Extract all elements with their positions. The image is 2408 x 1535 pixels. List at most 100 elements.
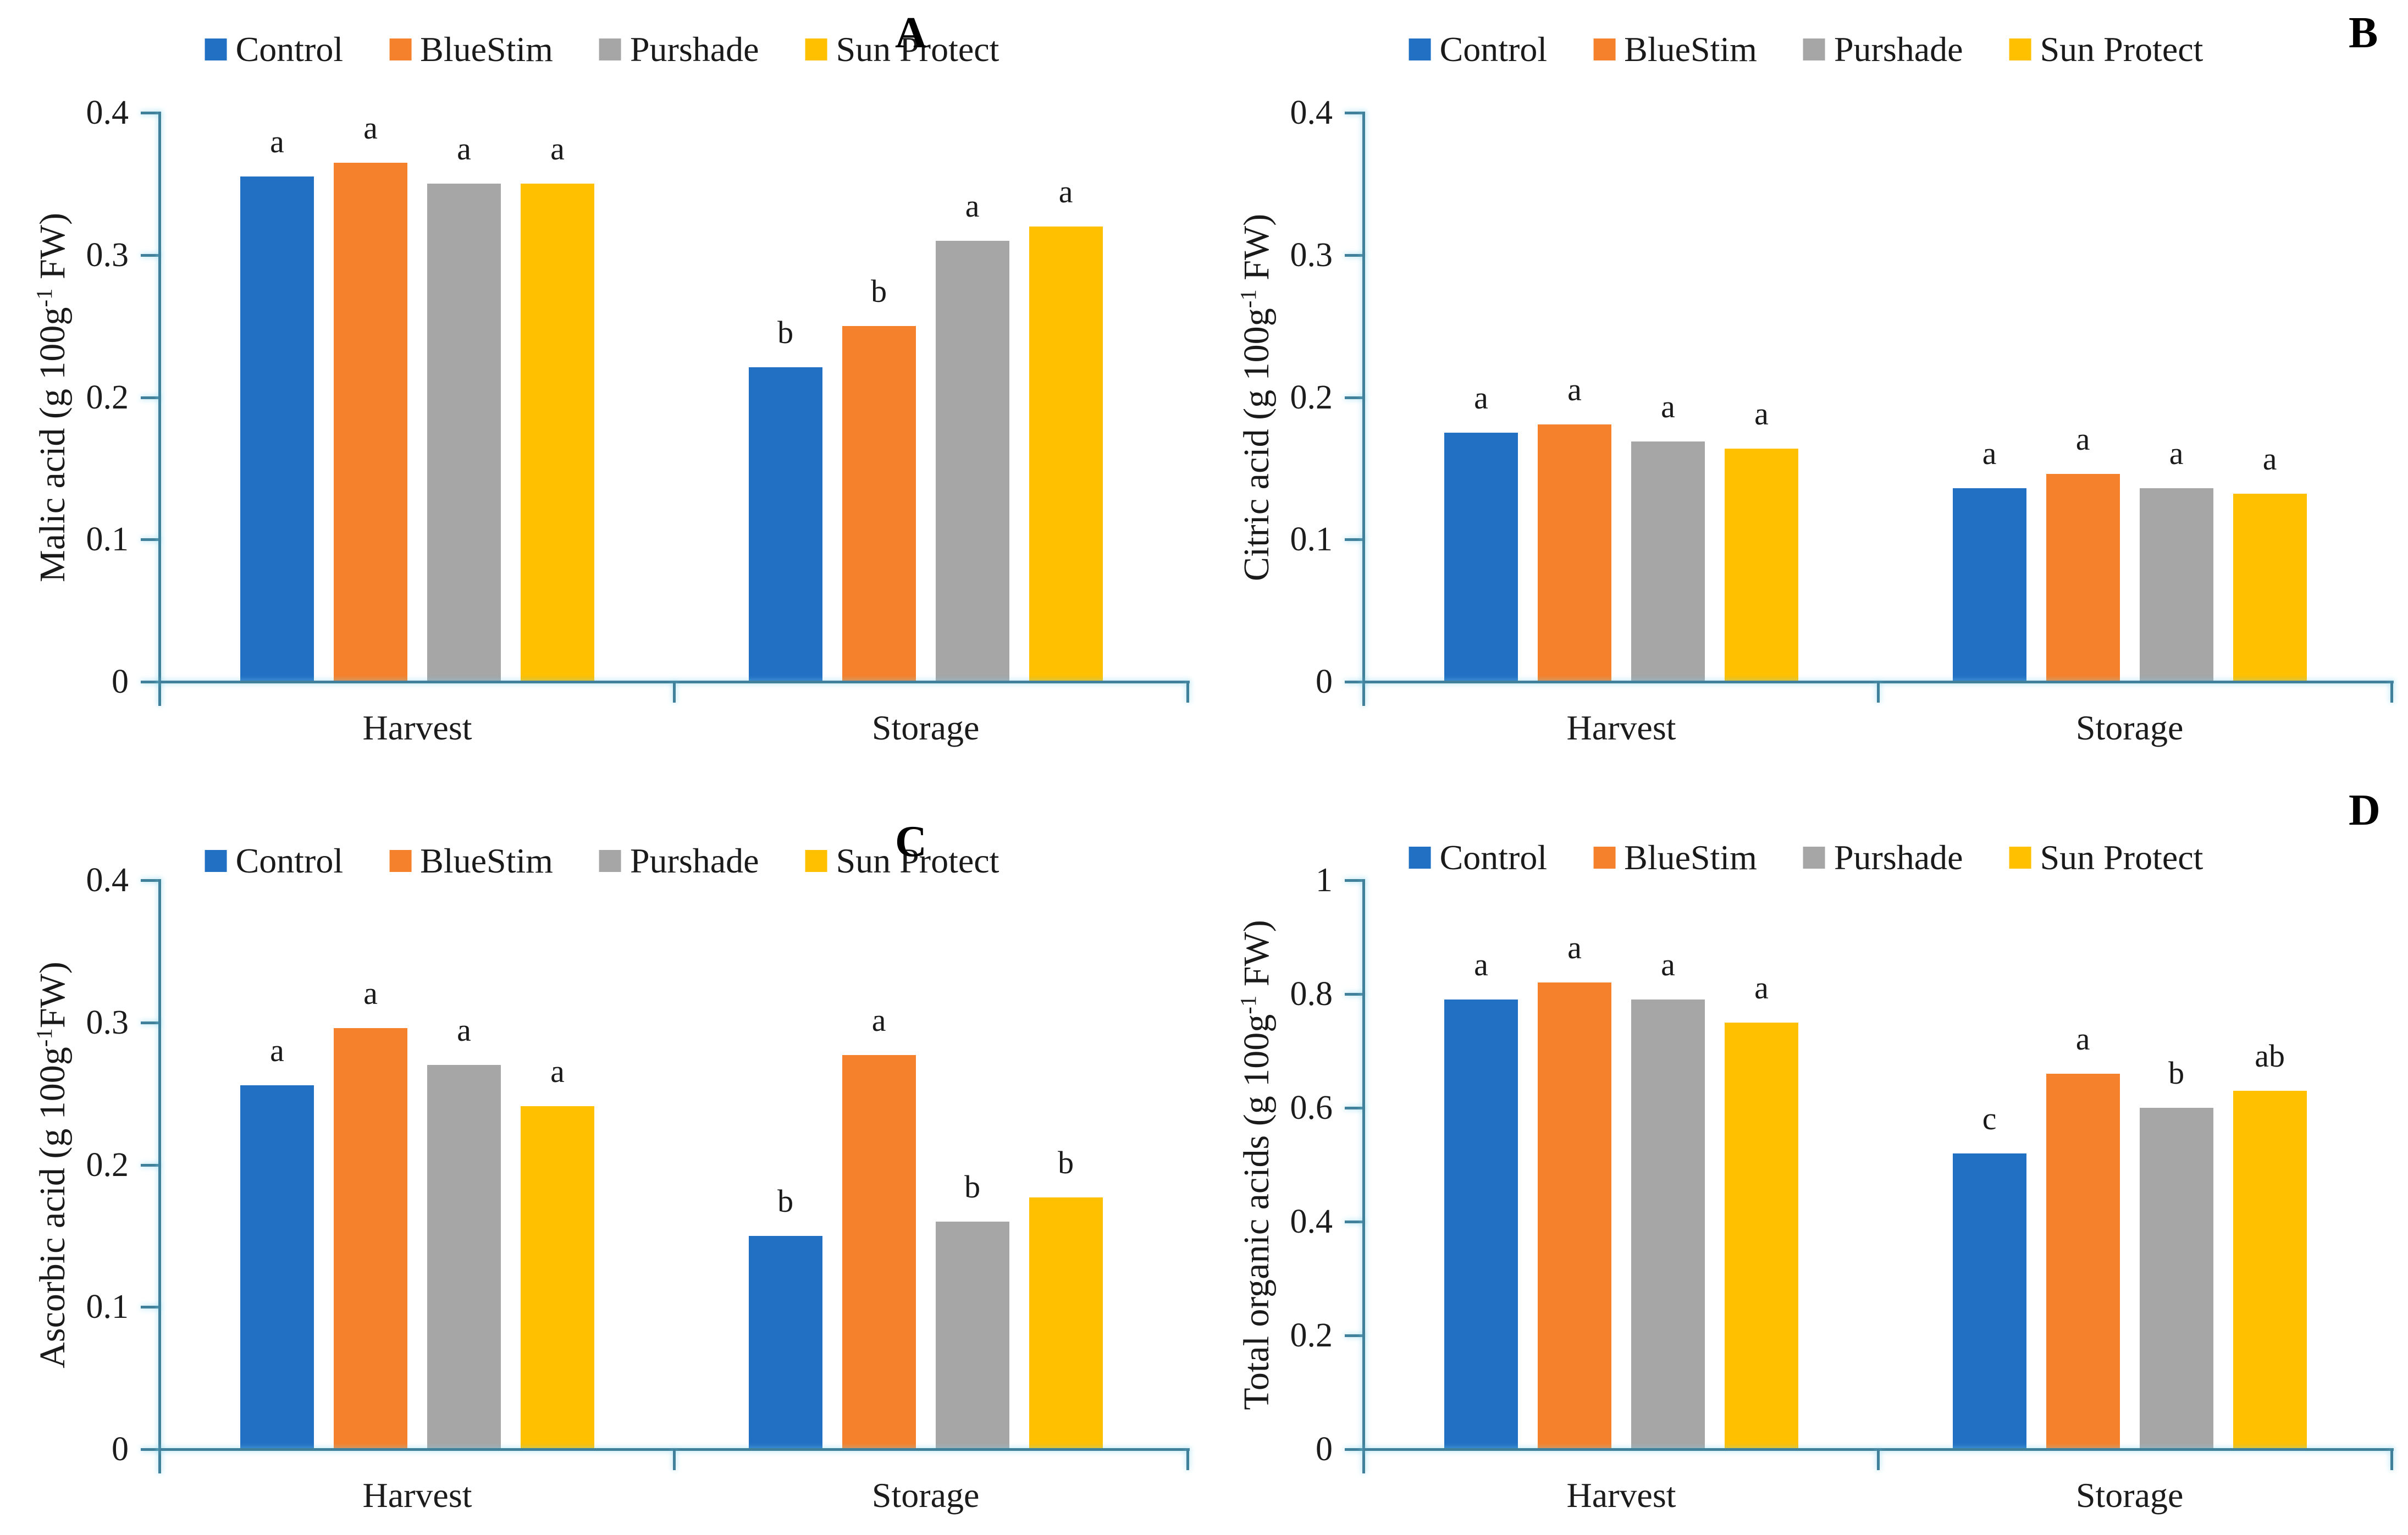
y-axis-line: [1362, 879, 1365, 1473]
bar-sun-protect-harvest: [1725, 1022, 1798, 1449]
y-tick-mark: [1345, 253, 1365, 257]
significance-letter: c: [1982, 1100, 1997, 1136]
bar-sun-protect-storage: [1029, 227, 1103, 682]
legend-label: Control: [235, 841, 344, 880]
y-tick-mark: [1345, 993, 1365, 996]
legend-label: Purshade: [629, 30, 759, 69]
bar-sun-protect-storage: [1029, 1197, 1103, 1449]
significance-letter: a: [457, 131, 471, 167]
legend-label: Control: [1439, 838, 1548, 877]
y-tick-mark: [1345, 1448, 1365, 1451]
y-tick-mark: [1345, 538, 1365, 542]
bar-sun-protect-storage: [2233, 494, 2307, 682]
y-tick-mark: [1345, 879, 1365, 882]
y-tick-mark: [141, 1163, 161, 1167]
y-axis-line: [158, 879, 161, 1473]
x-category-label: Harvest: [1566, 1476, 1676, 1515]
significance-letter: a: [270, 1032, 284, 1068]
significance-letter: b: [964, 1169, 981, 1205]
significance-letter: a: [457, 1012, 471, 1048]
bar-bluestim-harvest: [334, 162, 407, 682]
y-tick-label: 0.2: [1290, 378, 1333, 416]
x-tick-mark: [2390, 1449, 2393, 1470]
bar-bluestim-storage: [842, 326, 916, 682]
x-tick-mark: [673, 682, 676, 703]
legend-swatch-icon: [805, 38, 827, 60]
legend-item-control: Control: [205, 30, 344, 69]
y-tick-mark: [141, 1306, 161, 1309]
legend: Control BlueStim Purshade Sun Protect: [205, 843, 999, 879]
y-tick-mark: [141, 1448, 161, 1451]
significance-letter: a: [550, 131, 565, 167]
bar-purshade-harvest: [1631, 441, 1705, 682]
significance-letter: a: [1474, 380, 1488, 416]
y-tick-label: 0: [1316, 663, 1333, 700]
bar-control-harvest: [240, 176, 314, 682]
x-tick-mark: [1877, 682, 1880, 703]
significance-letter: a: [1661, 388, 1675, 424]
legend-swatch-icon: [205, 38, 227, 60]
bar-bluestim-harvest: [1538, 424, 1611, 682]
x-tick-mark: [1186, 1449, 1189, 1470]
legend-label: BlueStim: [420, 30, 553, 69]
legend-swatch-icon: [1593, 847, 1616, 869]
legend-label: BlueStim: [420, 841, 553, 880]
y-tick-label: 0.6: [1290, 1089, 1333, 1127]
y-tick-mark: [1345, 396, 1365, 399]
legend-item-bluestim: BlueStim: [1593, 840, 1757, 875]
y-tick-label: 0.3: [86, 1003, 129, 1041]
x-tick-mark: [2390, 682, 2393, 703]
x-category-label: Storage: [871, 1476, 980, 1515]
legend-label: Sun Protect: [2040, 838, 2203, 877]
bar-control-storage: [1952, 1153, 2026, 1449]
bar-purshade-storage: [2139, 1108, 2213, 1449]
bar-bluestim-harvest: [1538, 982, 1611, 1449]
legend-label: Sun Protect: [2040, 30, 2203, 69]
y-tick-label: 0.1: [86, 1288, 129, 1326]
x-tick-mark: [673, 1449, 676, 1470]
significance-letter: a: [363, 109, 378, 146]
y-tick-label: 0.4: [86, 94, 129, 131]
legend-swatch-icon: [1593, 38, 1616, 60]
significance-letter: a: [1661, 947, 1675, 983]
panel-C: Control BlueStim Purshade Sun Protect C Ascor…: [0, 768, 1204, 1535]
y-tick-label: 0.1: [1290, 521, 1333, 559]
panel-letter: D: [2349, 786, 2381, 835]
significance-letter: a: [2075, 1020, 2090, 1057]
bar-control-storage: [748, 1235, 822, 1449]
significance-letter: a: [550, 1053, 565, 1090]
bar-bluestim-storage: [842, 1055, 916, 1449]
significance-letter: a: [1058, 174, 1073, 209]
legend-item-sun-protect: Sun Protect: [805, 843, 999, 879]
bar-purshade-harvest: [1631, 1000, 1705, 1449]
y-tick-label: 0: [112, 663, 129, 700]
significance-letter: a: [1567, 930, 1582, 966]
significance-letter: b: [2168, 1055, 2185, 1091]
legend-item-sun-protect: Sun Protect: [805, 32, 999, 67]
significance-letter: a: [270, 124, 284, 160]
panel-letter: B: [2349, 9, 2378, 57]
significance-letter: b: [1058, 1145, 1074, 1180]
legend-swatch-icon: [389, 38, 412, 60]
y-axis-title-superscript: -1: [1236, 289, 1261, 308]
legend-swatch-icon: [599, 850, 621, 872]
bar-control-storage: [1952, 488, 2026, 682]
bar-sun-protect-harvest: [1725, 448, 1798, 682]
bar-purshade-storage: [935, 1222, 1009, 1449]
significance-letter: a: [1754, 969, 1769, 1006]
panel-letter: C: [895, 818, 927, 866]
legend-label: Control: [235, 30, 344, 69]
legend-item-sun-protect: Sun Protect: [2009, 32, 2203, 67]
panel-B: Control BlueStim Purshade Sun Protect B Citri…: [1204, 0, 2408, 768]
bar-sun-protect-harvest: [521, 184, 594, 682]
y-tick-mark: [1345, 112, 1365, 114]
significance-letter: a: [2075, 421, 2090, 457]
y-tick-mark: [141, 1021, 161, 1024]
significance-letter: a: [1754, 395, 1769, 432]
bar-purshade-harvest: [427, 1065, 501, 1449]
legend-label: Sun Protect: [836, 841, 999, 880]
legend-swatch-icon: [2009, 847, 2031, 869]
bar-purshade-storage: [935, 240, 1009, 682]
bar-sun-protect-storage: [2233, 1090, 2307, 1449]
legend-item-control: Control: [205, 841, 344, 880]
